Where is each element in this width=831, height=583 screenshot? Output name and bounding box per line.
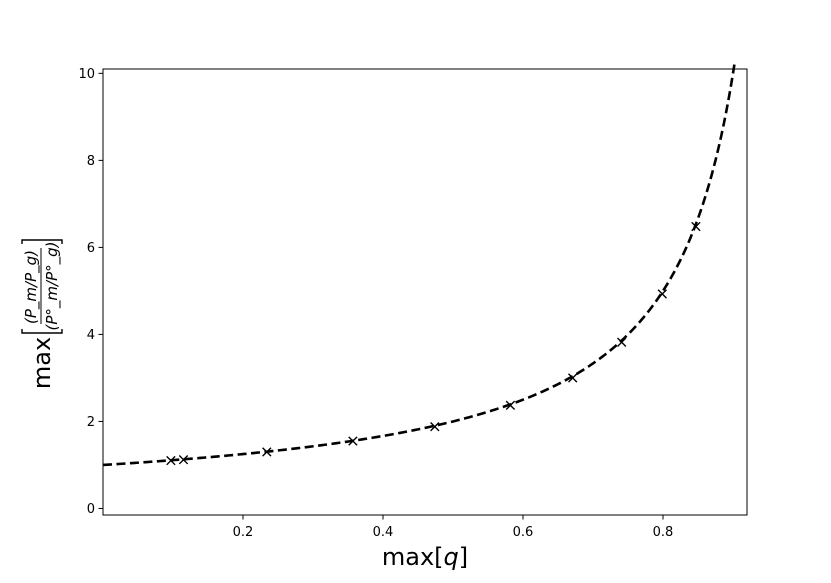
y-tick-label: 10 [78, 67, 95, 82]
y-axis-label-denominator: (P°_m/P°_g) [43, 242, 62, 331]
y-axis-ticks: 0 2 4 6 8 10 [78, 67, 103, 517]
x-axis-label-variable: q [444, 543, 459, 571]
y-tick-label: 6 [87, 241, 95, 256]
x-axis-ticks: 0.2 0.4 0.6 0.8 [233, 515, 674, 540]
x-tick-label: 0.4 [373, 525, 394, 540]
data-point-marker [568, 373, 578, 383]
y-tick-label: 0 [87, 502, 95, 517]
x-axis-label-prefix: max[ [382, 543, 444, 571]
x-tick-label: 0.8 [653, 525, 674, 540]
y-axis-label-prefix: max [28, 337, 56, 389]
x-tick-label: 0.2 [233, 525, 254, 540]
y-axis-label: max (P_m/P_g) (P°_m/P°_g) [21, 239, 63, 389]
data-point-marker [178, 455, 189, 465]
y-axis-label-numerator: (P_m/P_g) [22, 250, 41, 324]
y-tick-label: 4 [87, 328, 95, 343]
plot-content [102, 64, 736, 467]
y-tick-label: 2 [87, 415, 95, 430]
x-axis-label: max[q] [382, 543, 468, 571]
y-axis-label-right-bracket [21, 239, 63, 244]
fit-curve [102, 64, 736, 467]
x-axis-label-suffix: ] [459, 543, 468, 571]
plot-frame [102, 68, 748, 516]
y-axis-label-left-bracket [21, 329, 63, 334]
x-tick-label: 0.6 [513, 525, 534, 540]
y-tick-label: 8 [87, 154, 95, 169]
